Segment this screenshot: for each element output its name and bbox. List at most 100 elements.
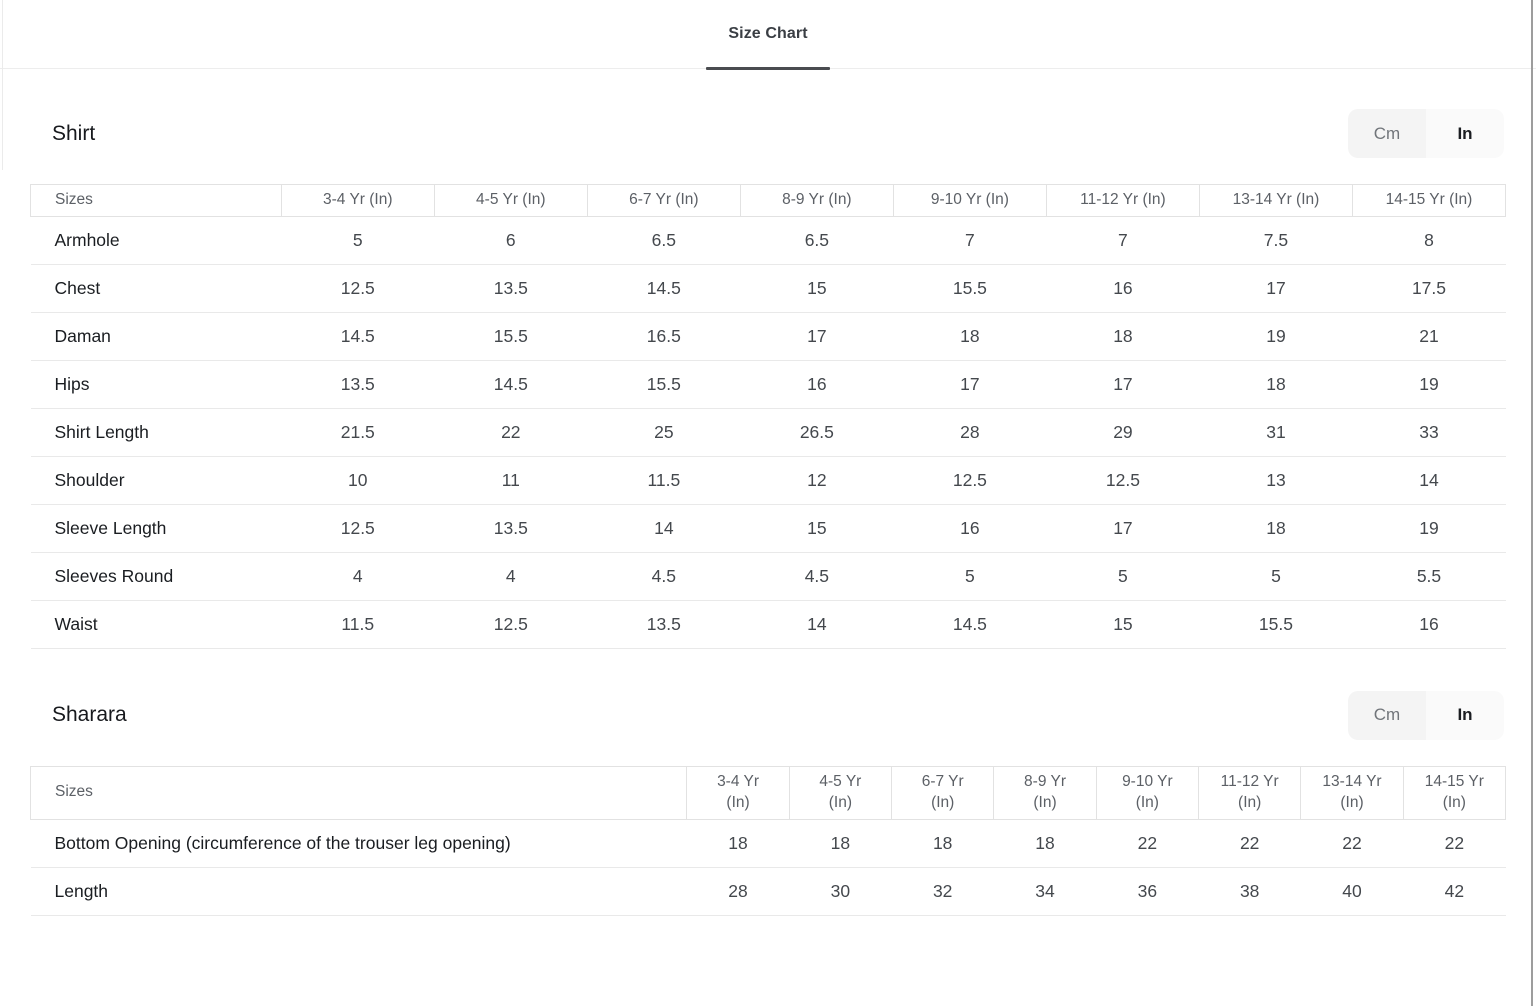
column-header-age-range: 6-7 Yr (In) xyxy=(891,765,995,820)
scrollbar[interactable] xyxy=(1531,0,1533,1006)
column-header-age-range: 3-4 Yr (In) xyxy=(280,184,435,217)
size-value-cell: 11.5 xyxy=(587,456,741,505)
size-value-cell: 14 xyxy=(1352,456,1506,505)
shirt-in-button[interactable]: In xyxy=(1426,109,1504,158)
sharara-unit-toggle: Cm In xyxy=(1348,690,1504,740)
table-row: Length 28 30 32 34 36 38 40 42 xyxy=(30,867,1506,916)
table-row: Chest 12.5 13.5 14.5 15 15.5 16 17 17.5 xyxy=(30,264,1506,313)
size-value-cell: 19 xyxy=(1199,312,1353,361)
size-value-cell: 18 xyxy=(686,819,790,868)
sharara-cm-button[interactable]: Cm xyxy=(1348,690,1426,740)
size-value-cell: 16 xyxy=(1352,600,1506,649)
size-value-cell: 30 xyxy=(789,867,892,916)
size-value-cell: 15.5 xyxy=(434,312,588,361)
size-value-cell: 16 xyxy=(893,504,1047,553)
size-value-cell: 14.5 xyxy=(893,600,1047,649)
size-value-cell: 19 xyxy=(1352,504,1506,553)
size-chart-content: Shirt Cm In Sizes 3-4 Yr (In) 4-5 Yr (In) 6… xyxy=(0,69,1536,916)
size-value-cell: 18 xyxy=(1199,360,1353,409)
size-value-cell: 42 xyxy=(1403,867,1506,916)
row-label: Sleeves Round xyxy=(30,552,282,601)
size-value-cell: 18 xyxy=(789,819,892,868)
size-value-cell: 14 xyxy=(587,504,741,553)
size-value-cell: 5 xyxy=(1199,552,1353,601)
size-value-cell: 18 xyxy=(993,819,1097,868)
size-value-cell: 26.5 xyxy=(740,408,894,457)
section-shirt: Shirt Cm In Sizes 3-4 Yr (In) 4-5 Yr (In) 6… xyxy=(30,69,1507,649)
column-header-age-range: 4-5 Yr (In) xyxy=(433,184,588,217)
size-value-cell: 5.5 xyxy=(1352,552,1506,601)
column-header-age-range: 13-14 Yr (In) xyxy=(1300,765,1404,820)
row-label: Chest xyxy=(30,264,282,313)
size-value-cell: 12 xyxy=(740,456,894,505)
size-value-cell: 22 xyxy=(434,408,588,457)
size-value-cell: 12.5 xyxy=(281,264,435,313)
size-value-cell: 36 xyxy=(1096,867,1199,916)
size-value-cell: 28 xyxy=(686,867,790,916)
column-header-age-range: 8-9 Yr (In) xyxy=(993,765,1097,820)
column-header-sizes: Sizes xyxy=(30,184,282,217)
row-label: Sleeve Length xyxy=(30,504,282,553)
size-value-cell: 22 xyxy=(1198,819,1301,868)
size-value-cell: 4 xyxy=(434,552,588,601)
row-label: Armhole xyxy=(30,216,282,265)
section-sharara: Sharara Cm In Sizes 3-4 Yr (In) 4-5 Yr (In) 6… xyxy=(29,651,1507,916)
size-value-cell: 5 xyxy=(1046,552,1200,601)
row-label: Length xyxy=(30,867,687,916)
column-header-age-range: 11-12 Yr (In) xyxy=(1198,765,1302,820)
column-header-age-range: 11-12 Yr (In) xyxy=(1045,184,1200,217)
shirt-size-table: Sizes 3-4 Yr (In) 4-5 Yr (In) 6-7 Yr (In) 8-… xyxy=(30,184,1507,649)
size-value-cell: 7 xyxy=(893,216,1047,265)
table-row: Sleeves Round 4 4 4.5 4.5 5 5 5 5.5 xyxy=(30,552,1506,601)
shirt-section-title: Shirt xyxy=(52,121,96,145)
table-header-row: Sizes 3-4 Yr (In) 4-5 Yr (In) 6-7 Yr (In) 8-9 Y… xyxy=(29,765,1507,820)
size-value-cell: 33 xyxy=(1352,408,1506,457)
size-value-cell: 16.5 xyxy=(587,312,741,361)
size-value-cell: 12.5 xyxy=(434,600,588,649)
tab-size-chart[interactable]: Size Chart xyxy=(706,0,830,70)
size-value-cell: 6 xyxy=(434,216,588,265)
size-value-cell: 17 xyxy=(1046,360,1200,409)
size-value-cell: 15.5 xyxy=(893,264,1047,313)
size-value-cell: 13.5 xyxy=(281,360,435,409)
table-row: Bottom Opening (circumference of the tro… xyxy=(30,819,1506,868)
table-row: Armhole 5 6 6.5 6.5 7 7 7.5 8 xyxy=(30,216,1506,265)
size-value-cell: 16 xyxy=(1046,264,1200,313)
size-value-cell: 12.5 xyxy=(281,504,435,553)
size-value-cell: 14.5 xyxy=(587,264,741,313)
size-value-cell: 19 xyxy=(1352,360,1506,409)
size-value-cell: 13 xyxy=(1199,456,1353,505)
row-label: Shirt Length xyxy=(30,408,282,457)
size-value-cell: 5 xyxy=(281,216,435,265)
size-value-cell: 21.5 xyxy=(281,408,435,457)
size-value-cell: 17.5 xyxy=(1352,264,1506,313)
size-value-cell: 4 xyxy=(281,552,435,601)
row-label: Shoulder xyxy=(30,456,282,505)
size-value-cell: 15 xyxy=(1046,600,1200,649)
size-value-cell: 22 xyxy=(1300,819,1404,868)
size-value-cell: 14.5 xyxy=(281,312,435,361)
column-header-age-range: 9-10 Yr (In) xyxy=(892,184,1047,217)
size-value-cell: 7.5 xyxy=(1199,216,1353,265)
size-value-cell: 6.5 xyxy=(740,216,894,265)
size-value-cell: 12.5 xyxy=(893,456,1047,505)
size-value-cell: 17 xyxy=(740,312,894,361)
size-value-cell: 15.5 xyxy=(1199,600,1353,649)
size-value-cell: 5 xyxy=(893,552,1047,601)
shirt-unit-toggle: Cm In xyxy=(1348,109,1504,158)
size-value-cell: 34 xyxy=(993,867,1097,916)
size-value-cell: 15.5 xyxy=(587,360,741,409)
size-value-cell: 32 xyxy=(891,867,994,916)
sharara-in-button[interactable]: In xyxy=(1426,690,1504,740)
column-header-age-range: 6-7 Yr (In) xyxy=(586,184,741,217)
size-value-cell: 4.5 xyxy=(740,552,894,601)
size-value-cell: 6.5 xyxy=(587,216,741,265)
column-header-age-range: 3-4 Yr (In) xyxy=(686,765,790,820)
shirt-cm-button[interactable]: Cm xyxy=(1348,109,1426,158)
column-header-age-range: 9-10 Yr (In) xyxy=(1095,765,1200,820)
sharara-section-header: Sharara Cm In xyxy=(30,651,1506,766)
column-header-age-range: 14-15 Yr (In) xyxy=(1351,184,1507,217)
size-value-cell: 14.5 xyxy=(434,360,588,409)
size-value-cell: 29 xyxy=(1046,408,1200,457)
